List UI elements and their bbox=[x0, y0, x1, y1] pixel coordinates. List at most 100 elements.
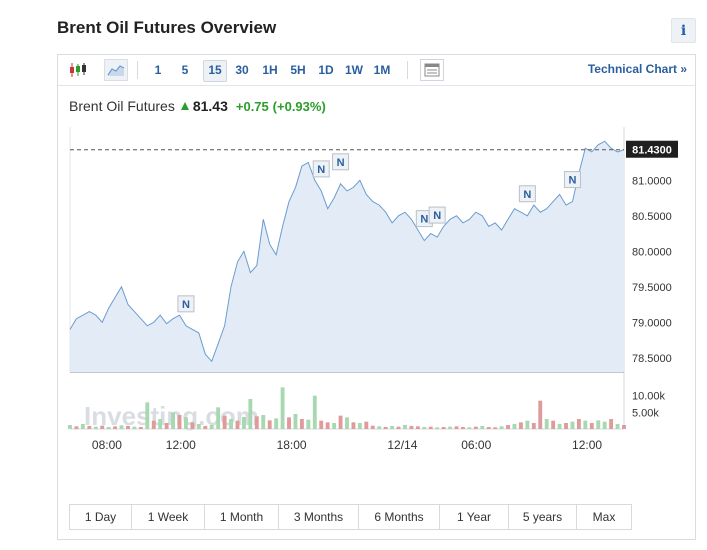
volume-bar bbox=[306, 419, 311, 429]
range-6-months[interactable]: 6 Months bbox=[359, 505, 440, 529]
interval-1[interactable]: 1 bbox=[154, 63, 162, 77]
volume-bar bbox=[68, 425, 72, 429]
volume-bar bbox=[409, 426, 414, 429]
y-tick-label: 81.0000 bbox=[632, 175, 672, 187]
y-tick-label: 79.0000 bbox=[632, 317, 672, 329]
volume-bar bbox=[235, 420, 240, 429]
interval-5[interactable]: 5 bbox=[181, 63, 189, 77]
volume-bar bbox=[164, 423, 169, 429]
volume-bar bbox=[377, 426, 382, 429]
volume-bar bbox=[512, 424, 517, 429]
volume-bar bbox=[93, 426, 98, 429]
interval-15[interactable]: 15 bbox=[203, 60, 227, 82]
volume-bar bbox=[254, 416, 259, 429]
price-series-line bbox=[69, 140, 625, 363]
volume-bar bbox=[332, 423, 337, 429]
volume-bar bbox=[319, 420, 324, 429]
volume-bar bbox=[461, 427, 465, 429]
x-tick-label: 08:00 bbox=[92, 438, 122, 452]
volume-bar bbox=[551, 420, 556, 429]
volume-bar bbox=[544, 419, 549, 429]
range-5-years[interactable]: 5 years bbox=[509, 505, 577, 529]
range-1-week[interactable]: 1 Week bbox=[132, 505, 205, 529]
technical-chart-link[interactable]: Technical Chart » bbox=[587, 62, 687, 76]
volume-bar bbox=[570, 421, 575, 429]
news-marker-label: N bbox=[420, 214, 428, 226]
volume-bar bbox=[441, 427, 446, 429]
candlestick-chart-icon[interactable] bbox=[66, 59, 90, 81]
interval-1h[interactable]: 1H bbox=[262, 63, 278, 77]
volume-bar bbox=[370, 425, 375, 429]
chart-settings-icon[interactable] bbox=[420, 59, 444, 81]
volume-bar bbox=[184, 417, 188, 429]
range-max[interactable]: Max bbox=[577, 505, 631, 529]
volume-bar bbox=[557, 424, 562, 429]
chart-panel: 1 5 15 30 1H 5H 1D 1W 1M Technical Chart » Brent… bbox=[57, 54, 696, 540]
volume-bar bbox=[145, 402, 150, 429]
volume-bar bbox=[564, 423, 568, 429]
volume-bar bbox=[499, 426, 504, 429]
volume-bar bbox=[345, 417, 349, 429]
interval-1d[interactable]: 1D bbox=[318, 63, 334, 77]
news-marker-label: N bbox=[433, 210, 441, 222]
volume-bar bbox=[390, 426, 395, 429]
volume-bar bbox=[435, 427, 440, 429]
volume-bar bbox=[100, 425, 105, 429]
last-price-tag bbox=[626, 140, 678, 158]
range-3-months[interactable]: 3 Months bbox=[279, 505, 359, 529]
toolbar-separator bbox=[407, 61, 408, 79]
volume-bar bbox=[267, 420, 272, 429]
volume-bar bbox=[493, 427, 498, 429]
volume-bar bbox=[248, 399, 253, 429]
volume-bar bbox=[538, 400, 543, 429]
interval-1w[interactable]: 1W bbox=[345, 63, 363, 77]
volume-bar bbox=[312, 395, 317, 429]
volume-bar bbox=[287, 417, 291, 429]
volume-bar bbox=[293, 414, 298, 429]
interval-5h[interactable]: 5H bbox=[290, 63, 306, 77]
volume-bar bbox=[216, 407, 221, 429]
news-marker bbox=[563, 171, 581, 189]
news-marker-label: N bbox=[182, 299, 190, 311]
quote-header: Brent Oil Futures 81.43 +0.75 (+0.93%) bbox=[69, 98, 326, 114]
news-marker-label: N bbox=[523, 189, 531, 201]
volume-bar bbox=[422, 427, 427, 429]
range-1-day[interactable]: 1 Day bbox=[70, 505, 132, 529]
price-chart[interactable]: Investing.com81.430081.000080.500080.000… bbox=[58, 127, 695, 467]
volume-bar bbox=[364, 421, 369, 429]
volume-bar bbox=[222, 415, 227, 429]
news-marker-label: N bbox=[337, 157, 345, 169]
y-tick-label: 79.5000 bbox=[632, 282, 672, 294]
interval-1m[interactable]: 1M bbox=[373, 63, 391, 77]
volume-bar bbox=[403, 425, 407, 429]
volume-bar bbox=[596, 420, 601, 429]
news-marker bbox=[332, 153, 350, 171]
volume-bar bbox=[177, 415, 182, 429]
chart-toolbar: 1 5 15 30 1H 5H 1D 1W 1M Technical Chart » bbox=[58, 55, 695, 86]
volume-bar bbox=[351, 422, 356, 429]
range-1-year[interactable]: 1 Year bbox=[440, 505, 509, 529]
interval-30[interactable]: 30 bbox=[235, 63, 249, 77]
news-marker bbox=[312, 160, 330, 178]
news-marker-label: N bbox=[317, 164, 325, 176]
volume-bar bbox=[274, 418, 279, 429]
volume-bar bbox=[229, 419, 233, 429]
range-1-month[interactable]: 1 Month bbox=[205, 505, 279, 529]
volume-tick-label: 5.00k bbox=[632, 407, 659, 419]
area-chart-icon[interactable] bbox=[104, 59, 128, 81]
volume-bar bbox=[473, 426, 478, 429]
y-tick-label: 80.5000 bbox=[632, 211, 672, 223]
volume-bar bbox=[357, 423, 362, 429]
volume-bar bbox=[609, 419, 614, 429]
volume-bar bbox=[151, 420, 156, 429]
y-tick-label: 78.5000 bbox=[632, 353, 672, 365]
volume-bar bbox=[338, 415, 343, 429]
volume-bar bbox=[525, 420, 530, 429]
volume-bar bbox=[428, 426, 433, 429]
info-button[interactable]: i bbox=[671, 18, 696, 43]
toolbar-separator bbox=[137, 61, 138, 79]
volume-bar bbox=[119, 425, 124, 429]
news-marker bbox=[177, 295, 195, 313]
volume-bar bbox=[209, 425, 214, 429]
volume-bar bbox=[74, 426, 79, 429]
